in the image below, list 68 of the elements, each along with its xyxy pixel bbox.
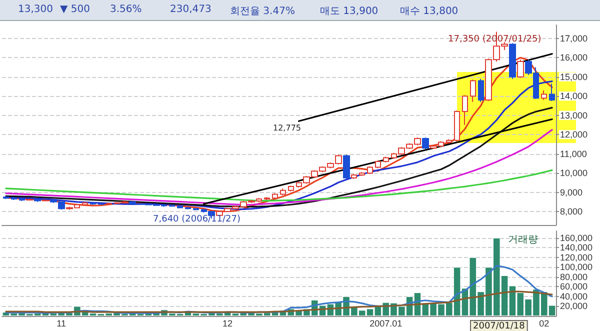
y-tick-label: 80,000 (560, 272, 588, 282)
text: 13,300 (18, 4, 53, 15)
y-tick-label: 60,000 (560, 282, 588, 292)
candlestick (509, 42, 516, 80)
candlestick (19, 198, 25, 202)
candlestick (343, 154, 350, 180)
y-tick-label: 8,000 (560, 206, 583, 217)
candlestick (375, 160, 381, 169)
text: 3.56% (110, 4, 142, 15)
text: 230,473 (170, 4, 212, 15)
text: 매수 13,800 (400, 5, 458, 18)
y-tick-label: 15,000 (560, 72, 588, 82)
line-series (5, 106, 553, 208)
candlestick (446, 138, 452, 144)
y-tick-label: 16,000 (560, 52, 588, 63)
y-tick-label: 140,000 (560, 242, 593, 253)
y-tick-label: 11,000 (560, 148, 587, 159)
y-tick-label: 17,000 (560, 33, 588, 44)
candlestick (82, 201, 88, 206)
candlestick (177, 205, 183, 209)
candlestick (193, 208, 199, 210)
candlestick (185, 206, 191, 210)
candlestick (470, 79, 476, 102)
candlestick (549, 83, 555, 102)
candlestick (383, 156, 389, 163)
candlestick (11, 196, 17, 200)
candlestick (288, 185, 294, 192)
text: 회전율 3.47% (230, 5, 295, 18)
y-tick-label: 160,000 (560, 232, 593, 243)
candlestick (272, 192, 278, 199)
x-tick-label: 02 (539, 318, 550, 328)
line-series (5, 169, 553, 202)
x-tick-label: 2007.01 (370, 318, 402, 328)
candlestick (26, 198, 33, 201)
y-tick-label: 12,000 (560, 130, 588, 140)
candlestick (90, 202, 96, 206)
candlestick (478, 78, 484, 102)
x-tick-label: 12 (222, 318, 233, 328)
candlestick (422, 137, 429, 150)
y-tick-label: 20,000 (560, 301, 588, 312)
candlestick (359, 172, 365, 176)
annotation: 12,775 (273, 124, 301, 132)
line-series (5, 290, 553, 313)
candlestick (454, 110, 460, 142)
candlestick (3, 196, 9, 200)
candlestick (42, 199, 49, 202)
text: 매도 13,900 (320, 5, 378, 18)
y-tick-label: 14,000 (560, 91, 588, 102)
text: 2007/01/18 (473, 322, 526, 331)
candlestick (34, 198, 41, 202)
annotation: 거래량 (508, 234, 538, 246)
candlestick (264, 196, 270, 200)
y-tick-label: 9,000 (560, 187, 583, 198)
candlestick (462, 94, 468, 126)
candlestick (541, 90, 547, 100)
y-tick-label: 13,000 (560, 110, 588, 120)
y-tick-label: 40,000 (560, 291, 588, 302)
candlestick (367, 166, 373, 175)
candlestick (106, 202, 112, 206)
text: ▼ 500 (60, 4, 90, 15)
annotation: 7,640 (2006/11/27) (153, 214, 241, 224)
candlestick (517, 59, 524, 78)
candlestick (280, 188, 286, 196)
y-tick-label: 120,000 (560, 252, 593, 262)
y-tick-label: 10,000 (560, 168, 588, 178)
y-tick-label: 100,000 (560, 262, 593, 272)
x-tick-label: 11 (56, 318, 66, 328)
candlestick (351, 174, 357, 180)
